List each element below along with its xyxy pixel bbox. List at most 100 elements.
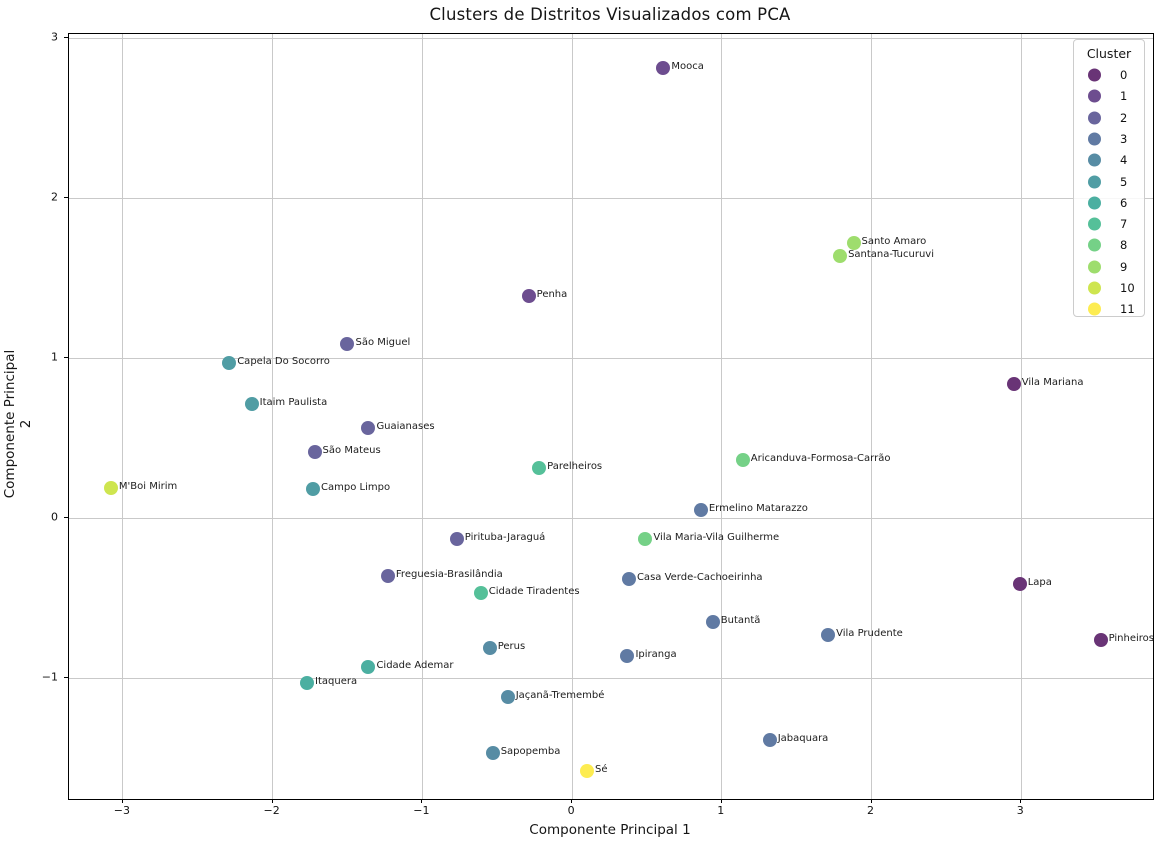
data-point-label: Guaianases: [376, 421, 435, 433]
data-point: [361, 421, 376, 436]
legend-label: 0: [1120, 68, 1128, 82]
x-tick-label: 1: [717, 804, 725, 817]
y-tick-mark: [64, 357, 68, 359]
data-point-label: Santo Amaro: [861, 235, 927, 247]
y-gridline: [69, 37, 1153, 39]
legend-swatch: [1088, 89, 1101, 103]
data-point: [307, 445, 322, 460]
x-gridline: [1020, 34, 1022, 799]
data-point: [705, 615, 720, 630]
data-point: [340, 336, 355, 351]
legend-label: 1: [1120, 89, 1128, 104]
data-point: [620, 648, 635, 663]
data-point-label: Campo Limpo: [321, 482, 391, 494]
data-point: [1012, 576, 1027, 591]
legend-swatch: [1088, 238, 1101, 252]
data-point: [833, 248, 848, 263]
legend-item: 8: [1074, 235, 1144, 256]
data-point-label: Freguesia-Brasilândia: [395, 568, 503, 580]
y-gridline: [69, 677, 1153, 679]
x-gridline: [122, 34, 124, 799]
y-tick-mark: [64, 677, 68, 679]
x-tick-mark: [1020, 799, 1022, 803]
data-point-label: Itaquera: [315, 675, 358, 687]
data-point: [380, 568, 395, 583]
data-point: [300, 675, 315, 690]
x-tick-label: −3: [113, 804, 130, 817]
legend-swatch: [1088, 281, 1101, 295]
data-point: [222, 355, 237, 370]
data-point-label: Pirituba-Jaraguá: [464, 531, 546, 543]
legend-swatch: [1088, 217, 1101, 231]
legend-item: 10: [1074, 278, 1144, 299]
data-point-label: Vila Maria-Vila Guilherme: [653, 531, 780, 543]
x-tick-mark: [720, 799, 722, 803]
x-tick-label: 0: [567, 804, 575, 817]
legend-label: 3: [1120, 131, 1128, 146]
legend-label: 7: [1120, 217, 1128, 232]
legend-item: 2: [1074, 107, 1144, 128]
data-point-label: Jaçanã-Tremembé: [515, 690, 605, 702]
y-tick-mark: [64, 37, 68, 38]
legend-item: 11: [1074, 299, 1144, 320]
y-tick-label: 2: [51, 190, 58, 204]
data-point: [485, 746, 500, 761]
x-tick-label: 2: [867, 804, 875, 817]
legend-label: 4: [1120, 153, 1128, 168]
data-point: [693, 503, 708, 518]
x-tick-mark: [271, 799, 273, 803]
x-tick-mark: [421, 799, 423, 803]
x-tick-label: −1: [413, 804, 430, 817]
data-point: [306, 482, 321, 497]
data-point-label: M'Boi Mirim: [118, 480, 178, 492]
data-point-label: Penha: [536, 288, 568, 300]
legend-label: 8: [1120, 238, 1128, 253]
y-tick-label: 3: [51, 30, 58, 44]
legend-item: 9: [1074, 256, 1144, 277]
legend-swatch: [1088, 260, 1101, 274]
legend-label: 6: [1120, 195, 1128, 210]
legend-item: 1: [1074, 86, 1144, 107]
legend-label: 2: [1120, 110, 1128, 125]
x-tick-mark: [571, 799, 573, 803]
data-point-label: Butantã: [720, 615, 761, 627]
legend-title: Cluster: [1086, 46, 1132, 61]
legend-swatch: [1088, 302, 1101, 316]
legend-swatch: [1088, 196, 1101, 210]
legend-item: 3: [1074, 128, 1144, 149]
data-point: [821, 627, 836, 642]
data-point: [638, 531, 653, 546]
data-point-label: Ipiranga: [635, 648, 677, 660]
x-tick-mark: [870, 799, 872, 803]
y-tick-mark: [64, 517, 68, 519]
legend-swatch: [1088, 132, 1101, 146]
legend-item: 5: [1074, 171, 1144, 192]
data-point-label: Vila Mariana: [1021, 376, 1084, 388]
legend-label: 11: [1120, 302, 1135, 317]
y-tick-label: 1: [51, 350, 58, 364]
data-point-label: Sapopemba: [500, 746, 561, 758]
legend-swatch: [1088, 68, 1101, 82]
data-point-label: Itaim Paulista: [259, 397, 328, 409]
data-point-label: Perus: [497, 640, 526, 652]
data-point: [103, 480, 118, 495]
legend-label: 10: [1120, 281, 1135, 295]
y-tick-label: 0: [51, 510, 58, 524]
data-point-label: Casa Verde-Cachoeirinha: [636, 571, 763, 583]
legend-label: 5: [1120, 174, 1128, 189]
data-point: [361, 659, 376, 674]
data-point-label: Jabaquara: [777, 733, 829, 745]
data-point-label: Aricanduva-Formosa-Carrão: [750, 453, 891, 465]
x-gridline: [421, 34, 423, 799]
x-tick-label: 3: [1016, 804, 1024, 817]
data-point-label: Lapa: [1027, 576, 1052, 588]
data-point-label: Cidade Tiradentes: [488, 586, 580, 598]
data-point-label: Sé: [595, 763, 608, 775]
data-point: [521, 288, 536, 303]
legend: Cluster 0 1 2 3 4 5 6 7 8 9 10 11: [1073, 39, 1145, 317]
legend-swatch: [1088, 153, 1101, 167]
data-point: [482, 640, 497, 655]
x-gridline: [571, 34, 573, 799]
x-gridline: [272, 34, 274, 799]
